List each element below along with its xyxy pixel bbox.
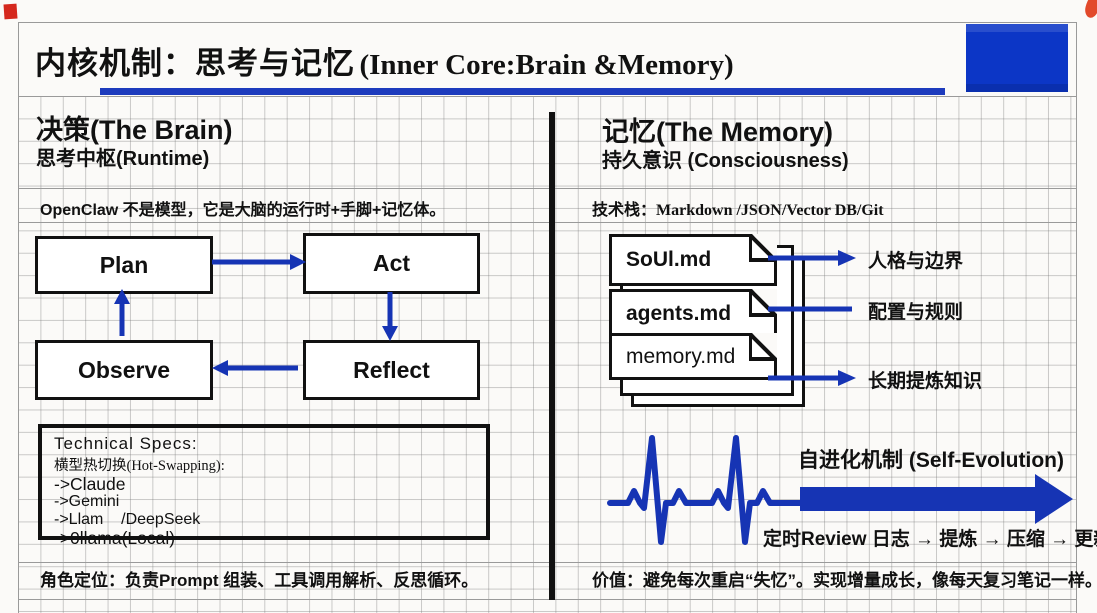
page-title-en: (Inner Core:Brain &Memory) <box>359 49 734 81</box>
red-edge-mark <box>1083 0 1097 20</box>
flow-box-observe-label: Observe <box>77 356 171 383</box>
left-panel-heading: 决策(The Brain) <box>36 115 233 145</box>
file-card-memory: memory.md <box>609 333 777 380</box>
file-card-soul: SoUl.md <box>609 234 777 286</box>
title-underline-bar <box>100 88 945 95</box>
panel-divider <box>549 112 555 600</box>
flow-box-observe: Observe <box>35 340 213 400</box>
right-panel-note: 技术栈：Markdown /JSON/Vector DB/Git <box>592 196 884 220</box>
slide-frame <box>18 22 1077 613</box>
specs-subtitle: 横型热切换(Hot-Swapping): <box>54 454 486 475</box>
right-panel-footer: 价值：避免每次重启“失忆”。实现增量成长，像每天复习笔记一样。 <box>592 571 1097 590</box>
specs-item-gemini: ->Gemini <box>54 493 120 510</box>
self-evolution-caption: 定时Review 日志 → 提炼 → 压缩 → 更新 <box>763 529 1097 550</box>
specs-item-ollama: ->0llama(Local) <box>54 528 176 548</box>
flow-box-reflect: Reflect <box>303 340 480 400</box>
specs-item-llama-deepseek: ->Llam /DeepSeek <box>54 511 201 528</box>
note-band-top-line <box>18 188 1076 189</box>
file-card-agents: agents.md <box>609 289 777 339</box>
flow-box-plan: Plan <box>35 236 213 294</box>
flow-box-act-label: Act <box>372 250 411 276</box>
tech-stack-value: Markdown /JSON/Vector DB/Git <box>656 202 884 219</box>
technical-specs-box: Technical Specs: 横型热切换(Hot-Swapping): ->… <box>38 424 490 547</box>
red-corner-mark <box>3 3 18 20</box>
left-panel-subheading: 思考中枢(Runtime) <box>36 148 210 170</box>
specs-title: Technical Specs: <box>54 434 198 453</box>
specs-subtitle-en: (Hot-Swapping): <box>126 458 225 474</box>
file-label-memory: 长期提炼知识 <box>868 371 983 392</box>
right-panel-subheading: 持久意识 (Consciousness) <box>602 150 849 172</box>
file-card-soul-name: SoUl.md <box>626 248 712 271</box>
file-label-agents: 配置与规则 <box>868 302 964 323</box>
file-card-agents-name: agents.md <box>626 302 732 325</box>
page-title-cn: 内核机制：思考与记忆 <box>35 46 355 81</box>
corner-blue-rectangle <box>966 24 1068 92</box>
folded-corner-icon <box>749 234 777 262</box>
specs-item-claude: ->Claude <box>54 474 126 494</box>
title-separator-line <box>18 96 1076 97</box>
flow-box-plan-label: Plan <box>99 251 149 278</box>
left-panel-note: OpenClaw 不是模型，它是大脑的运行时+手脚+记忆体。 <box>40 202 446 219</box>
flow-box-act: Act <box>303 233 480 294</box>
flow-box-reflect-label: Reflect <box>353 356 430 383</box>
page-title: 内核机制：思考与记忆 (Inner Core:Brain &Memory) <box>35 38 734 83</box>
left-panel-footer: 角色定位：负责Prompt 组装、工具调用解析、反思循环。 <box>40 571 479 590</box>
folded-corner-icon <box>749 333 777 361</box>
specs-subtitle-cn: 横型热切换 <box>54 458 127 474</box>
right-panel-heading: 记忆(The Memory) <box>602 117 834 147</box>
file-card-memory-name: memory.md <box>626 344 736 368</box>
tech-stack-label: 技术栈： <box>592 202 657 219</box>
footer-band-top-line <box>18 562 1076 563</box>
folded-corner-icon <box>749 289 777 317</box>
footer-band-bottom-line <box>18 599 1076 600</box>
self-evolution-title: 自进化机制 (Self-Evolution) <box>798 449 1064 472</box>
file-label-soul: 人格与边界 <box>868 251 964 272</box>
note-band-bottom-line <box>18 222 1076 223</box>
